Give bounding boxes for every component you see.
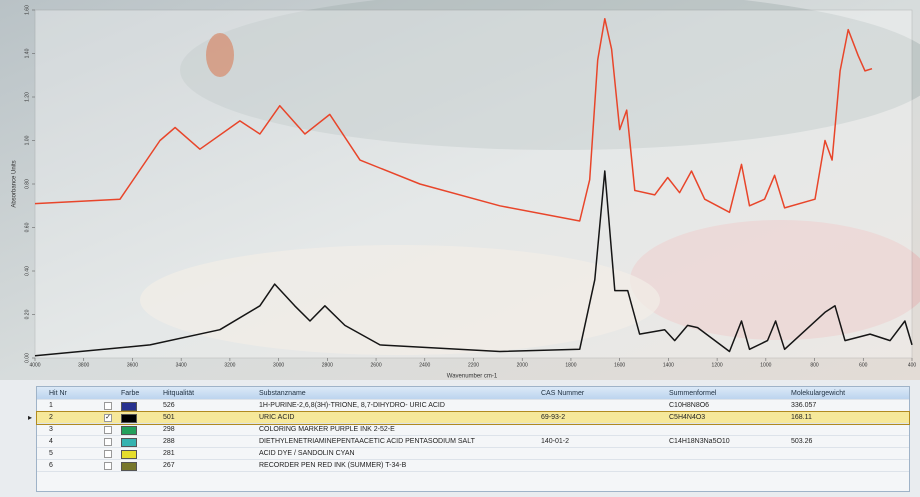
cell-quality: 501 (163, 412, 175, 423)
cell-name: RECORDER PEN RED INK (SUMMER) T-34-B (259, 460, 406, 471)
checkbox[interactable] (104, 450, 112, 458)
x-tick-label: 2600 (370, 362, 381, 368)
x-tick-label: 3200 (224, 362, 235, 368)
color-swatch (121, 402, 137, 411)
x-tick-label: 1200 (712, 362, 723, 368)
cell-hit: 5 (49, 448, 53, 459)
x-tick-label: 1800 (565, 362, 576, 368)
color-swatch (121, 462, 137, 471)
plot-area (35, 10, 912, 358)
table-header: Hit Nr Farbe Hitqualität Substanzname CAS Nu… (37, 387, 909, 400)
hit-row[interactable]: 1 526 1H-PURINE-2,6,8(3H)-TRIONE, 8,7-DIHY… (37, 400, 909, 412)
y-tick-label: 1.60 (24, 5, 30, 15)
y-tick-label: 0.80 (24, 179, 30, 189)
y-axis-title: Absorbance Units (12, 160, 18, 207)
cell-quality: 526 (163, 400, 175, 411)
column-header[interactable]: Summenformel (669, 388, 716, 399)
cell-quality: 281 (163, 448, 175, 459)
column-header[interactable]: Molekulargewicht (791, 388, 845, 399)
cell-hit: 1 (49, 400, 53, 411)
hit-row[interactable]: 3 298 COLORING MARKER PURPLE INK 2-52-E (37, 424, 909, 436)
cell-formula: C5H4N4O3 (669, 412, 705, 423)
x-tick-label: 3600 (127, 362, 138, 368)
y-tick-label: 0.20 (24, 309, 30, 319)
cell-formula: C10H8N8O6 (669, 400, 709, 411)
checkbox[interactable] (104, 426, 112, 434)
cell-name: COLORING MARKER PURPLE INK 2-52-E (259, 424, 395, 435)
x-tick-label: 2800 (322, 362, 333, 368)
color-swatch (121, 438, 137, 447)
column-header[interactable]: CAS Nummer (541, 388, 584, 399)
cell-weight: 168.11 (791, 412, 812, 423)
cell-hit: 4 (49, 436, 53, 447)
column-header[interactable]: Hitqualität (163, 388, 194, 399)
cell-name: URIC ACID (259, 412, 294, 423)
cell-quality: 267 (163, 460, 175, 471)
hit-row[interactable]: 4 288 DIETHYLENETRIAMINEPENTAACETIC ACID P… (37, 436, 909, 448)
x-tick-label: 1400 (663, 362, 674, 368)
checkbox[interactable] (104, 402, 112, 410)
cell-name: ACID DYE / SANDOLIN CYAN (259, 448, 355, 459)
x-tick-label: 1000 (760, 362, 771, 368)
checkbox[interactable] (104, 462, 112, 470)
cell-weight: 336.057 (791, 400, 816, 411)
x-tick-label: 2200 (468, 362, 479, 368)
cell-cas: 140-01-2 (541, 436, 569, 447)
color-swatch (121, 450, 137, 459)
x-tick-label: 600 (859, 362, 868, 368)
x-tick-label: 3800 (78, 362, 89, 368)
x-tick-label: 2400 (419, 362, 430, 368)
column-header[interactable]: Hit Nr (49, 388, 67, 399)
spectrum-chart: Wavenumber cm-1 Absorbance Units 0.000.2… (0, 0, 920, 380)
cell-quality: 298 (163, 424, 175, 435)
x-tick-label: 800 (810, 362, 819, 368)
hit-row[interactable]: 5 281 ACID DYE / SANDOLIN CYAN (37, 448, 909, 460)
cell-hit: 6 (49, 460, 53, 471)
cell-cas: 69-93-2 (541, 412, 565, 423)
y-tick-label: 1.20 (24, 92, 30, 102)
x-axis-title: Wavenumber cm-1 (447, 374, 498, 380)
y-tick-label: 1.40 (24, 48, 30, 58)
color-swatch (121, 426, 137, 435)
cell-name: 1H-PURINE-2,6,8(3H)-TRIONE, 8,7-DIHYDRO-… (259, 400, 445, 411)
y-tick-label: 1.00 (24, 135, 30, 145)
x-tick-label: 3000 (273, 362, 284, 368)
y-tick-label: 0.40 (24, 266, 30, 276)
hit-table: Hit Nr Farbe Hitqualität Substanzname CAS Nu… (36, 386, 910, 492)
color-swatch (121, 414, 137, 423)
x-tick-label: 1600 (614, 362, 625, 368)
x-tick-label: 400 (908, 362, 917, 368)
x-tick-label: 3400 (176, 362, 187, 368)
cell-quality: 288 (163, 436, 175, 447)
checkbox[interactable] (104, 438, 112, 446)
cell-hit: 2 (49, 412, 53, 423)
row-pointer: ▸ (28, 412, 32, 423)
cell-hit: 3 (49, 424, 53, 435)
y-tick-label: 0.60 (24, 222, 30, 232)
checkbox[interactable]: ✓ (104, 414, 112, 422)
screen: {"chart_data": {"type": "line", "x_label… (0, 0, 920, 497)
column-header[interactable]: Substanzname (259, 388, 306, 399)
cell-weight: 503.26 (791, 436, 812, 447)
cell-formula: C14H18N3Na5O10 (669, 436, 730, 447)
column-header[interactable]: Farbe (121, 388, 139, 399)
x-tick-label: 2000 (517, 362, 528, 368)
hit-row[interactable]: 6 267 RECORDER PEN RED INK (SUMMER) T-34-B (37, 460, 909, 472)
x-tick-label: 4000 (29, 362, 40, 368)
cell-name: DIETHYLENETRIAMINEPENTAACETIC ACID PENTA… (259, 436, 475, 447)
